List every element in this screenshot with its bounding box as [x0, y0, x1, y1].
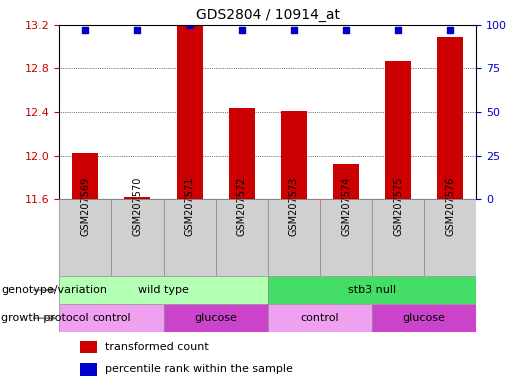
FancyBboxPatch shape: [163, 199, 216, 276]
Text: GSM207574: GSM207574: [341, 177, 351, 236]
Point: [446, 27, 454, 33]
FancyBboxPatch shape: [163, 304, 268, 332]
Text: stb3 null: stb3 null: [348, 285, 396, 295]
Bar: [177, 26, 202, 199]
Text: wild type: wild type: [138, 285, 189, 295]
Text: glucose: glucose: [194, 313, 237, 323]
Text: genotype/variation: genotype/variation: [1, 285, 107, 295]
FancyBboxPatch shape: [268, 304, 372, 332]
FancyBboxPatch shape: [59, 199, 111, 276]
Point: [290, 27, 298, 33]
Text: GSM207576: GSM207576: [445, 177, 455, 236]
Point: [185, 22, 194, 28]
Bar: [125, 197, 150, 199]
Text: control: control: [301, 313, 339, 323]
FancyBboxPatch shape: [320, 199, 372, 276]
Point: [237, 27, 246, 33]
Text: transformed count: transformed count: [105, 342, 209, 352]
FancyBboxPatch shape: [216, 199, 268, 276]
Text: GSM207571: GSM207571: [184, 177, 195, 236]
Point: [342, 27, 350, 33]
Text: control: control: [92, 313, 131, 323]
Text: GSM207572: GSM207572: [237, 177, 247, 236]
Point: [81, 27, 90, 33]
Text: GSM207573: GSM207573: [289, 177, 299, 236]
Title: GDS2804 / 10914_at: GDS2804 / 10914_at: [196, 8, 340, 22]
Text: GSM207570: GSM207570: [132, 177, 143, 236]
Bar: [229, 108, 255, 199]
Bar: [385, 61, 411, 199]
FancyBboxPatch shape: [372, 304, 476, 332]
FancyBboxPatch shape: [59, 276, 268, 304]
Text: GSM207575: GSM207575: [393, 177, 403, 236]
Bar: [281, 111, 307, 199]
Point: [394, 27, 402, 33]
FancyBboxPatch shape: [111, 199, 163, 276]
Bar: [80, 341, 97, 353]
Bar: [72, 154, 98, 199]
FancyBboxPatch shape: [372, 199, 424, 276]
FancyBboxPatch shape: [268, 276, 476, 304]
FancyBboxPatch shape: [424, 199, 476, 276]
Text: glucose: glucose: [403, 313, 445, 323]
Bar: [80, 362, 97, 376]
Text: percentile rank within the sample: percentile rank within the sample: [105, 364, 293, 374]
FancyBboxPatch shape: [268, 199, 320, 276]
Text: growth protocol: growth protocol: [1, 313, 89, 323]
Text: GSM207569: GSM207569: [80, 177, 90, 236]
Bar: [437, 36, 464, 199]
Point: [133, 27, 142, 33]
FancyBboxPatch shape: [59, 304, 163, 332]
Bar: [333, 164, 359, 199]
